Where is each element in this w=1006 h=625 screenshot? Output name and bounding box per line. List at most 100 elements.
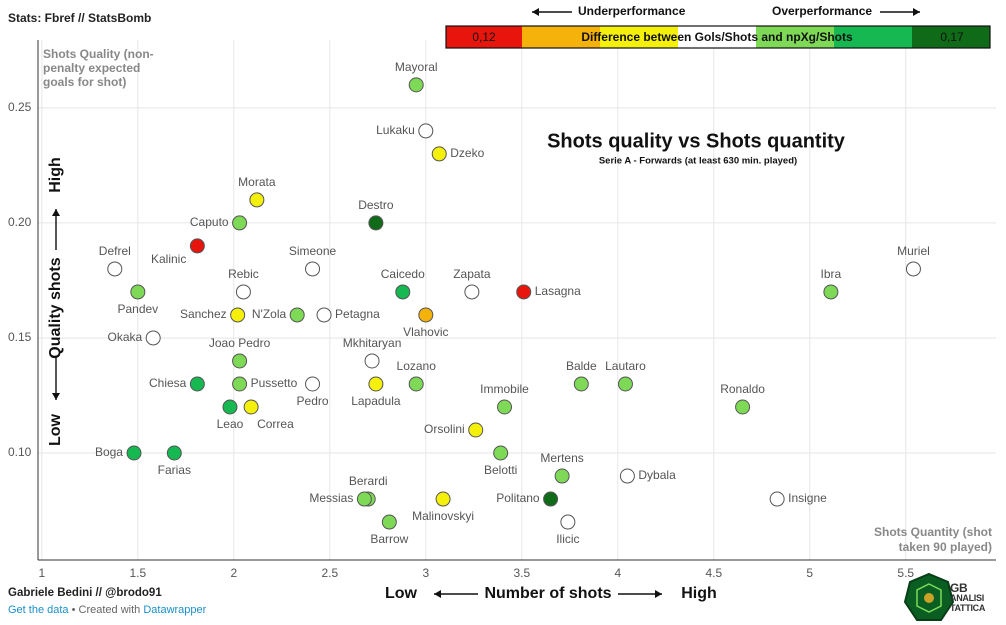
point-label: Dzeko	[450, 146, 484, 160]
point-orsolini	[468, 422, 484, 438]
logo-line-2: ANALISI	[950, 593, 984, 603]
point-zapata	[464, 284, 480, 300]
point-label: Lautaro	[605, 359, 646, 373]
y-axis-note-line: Shots Quality (non-	[43, 47, 154, 61]
y-tick-label: 0.20	[8, 215, 32, 229]
point-label: Orsolini	[424, 422, 465, 436]
point-joaopedro	[232, 353, 248, 369]
point-label: Insigne	[788, 491, 827, 505]
point-label: Muriel	[897, 244, 930, 258]
point-mertens	[554, 468, 570, 484]
x-arrow-right-head	[655, 590, 662, 598]
chart-title: Shots quality vs Shots quantity	[547, 130, 846, 152]
y-axis-note-line: goals for shot)	[43, 75, 126, 89]
point-lapadula	[368, 376, 384, 392]
point-label: Caputo	[190, 215, 229, 229]
x-tick-label: 4	[614, 566, 621, 580]
point-label: Ronaldo	[720, 382, 765, 396]
point-label: Chiesa	[149, 376, 187, 390]
point-kalinic	[189, 238, 205, 254]
point-label: Kalinic	[151, 252, 186, 266]
point-label: Boga	[95, 445, 123, 459]
point-destro	[368, 215, 384, 231]
y-arrow-down-head	[52, 393, 60, 400]
point-ilicic	[560, 514, 576, 530]
point-label: Messias	[309, 491, 353, 505]
y-axis-note-line: penalty expected	[43, 61, 140, 75]
point-pedro	[305, 376, 321, 392]
point-farias	[166, 445, 182, 461]
y-tick-label: 0.15	[8, 330, 32, 344]
legend-swatch-4	[756, 26, 834, 48]
point-label: Pedro	[297, 394, 329, 408]
point-label: Ilicic	[556, 532, 579, 546]
source-note: Stats: Fbref // StatsBomb	[8, 11, 152, 25]
get-data-link[interactable]: Get the data	[8, 604, 69, 616]
point-lautaro	[617, 376, 633, 392]
x-axis-title: Number of shots	[484, 585, 611, 602]
x-tick-label: 5.5	[897, 566, 914, 580]
point-ronaldo	[735, 399, 751, 415]
point-lozano	[408, 376, 424, 392]
point-barrow	[381, 514, 397, 530]
point-vlahovic	[418, 307, 434, 323]
x-tick-label: 2	[230, 566, 237, 580]
point-muriel	[905, 261, 921, 277]
point-defrel	[107, 261, 123, 277]
point-label: Zapata	[453, 267, 491, 281]
point-label: Leao	[217, 417, 244, 431]
point-lasagna	[516, 284, 532, 300]
point-nzola	[289, 307, 305, 323]
point-label: Destro	[358, 198, 394, 212]
point-caicedo	[395, 284, 411, 300]
y-tick-label: 0.10	[8, 445, 32, 459]
y-axis-low-label: Low	[47, 413, 64, 446]
datawrapper-link[interactable]: Datawrapper	[143, 604, 207, 616]
point-label: Correa	[257, 417, 294, 431]
point-dybala	[619, 468, 635, 484]
chart-subtitle: Serie A - Forwards (at least 630 min. pl…	[599, 156, 797, 167]
point-label: Vlahovic	[403, 325, 448, 339]
point-insigne	[769, 491, 785, 507]
legend-max-label: 0,17	[940, 30, 964, 44]
point-label: Lasagna	[535, 284, 581, 298]
over-arrow-head	[913, 8, 920, 16]
point-label: Immobile	[480, 382, 529, 396]
point-label: Balde	[566, 359, 597, 373]
point-rebic	[235, 284, 251, 300]
point-label: Ibra	[821, 267, 842, 281]
x-axis-low-label: Low	[385, 585, 418, 602]
point-label: Politano	[496, 491, 540, 505]
point-label: Mertens	[540, 451, 583, 465]
point-malinovskyi	[435, 491, 451, 507]
x-axis-note-line: taken 90 played)	[899, 540, 992, 554]
legend-frame	[445, 25, 991, 49]
point-dzeko	[431, 146, 447, 162]
logo-line-3: TATTICA	[950, 603, 986, 613]
point-label: Rebic	[228, 267, 259, 281]
legend-over-label: Overperformance	[772, 4, 872, 18]
point-label: Lapadula	[351, 394, 401, 408]
logo-wordmark: GB ANALISI TATTICA	[950, 582, 986, 613]
x-tick-label: 5	[806, 566, 813, 580]
point-pandev	[130, 284, 146, 300]
x-axis-high-label: High	[681, 585, 717, 602]
legend-center-label: Difference between Gols/Shots and npXg/S…	[581, 30, 853, 44]
point-chiesa	[189, 376, 205, 392]
point-simeone	[305, 261, 321, 277]
legend-min-label: 0,12	[472, 30, 496, 44]
point-label: Petagna	[335, 307, 380, 321]
y-tick-label: 0.25	[8, 100, 32, 114]
point-label: Lozano	[397, 359, 437, 373]
point-label: Mkhitaryan	[343, 336, 402, 350]
x-arrow-left-head	[434, 590, 441, 598]
legend-swatch-5	[834, 26, 912, 48]
point-balde	[573, 376, 589, 392]
point-mayoral	[408, 77, 424, 93]
point-sanchez	[230, 307, 246, 323]
legend-swatch-0	[446, 26, 522, 48]
point-label: Malinovskyi	[412, 509, 474, 523]
x-tick-label: 3.5	[513, 566, 530, 580]
point-label: Pussetto	[251, 376, 298, 390]
under-arrow-head	[532, 8, 539, 16]
